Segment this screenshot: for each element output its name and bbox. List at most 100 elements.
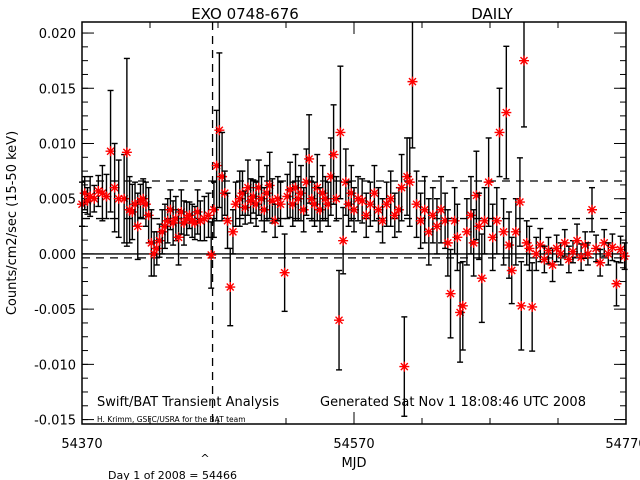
data-point [331,175,342,222]
data-point [494,87,505,178]
data-point [607,233,618,262]
data-point [253,159,264,216]
asterisk-marker [567,246,578,257]
data-point [199,195,210,242]
asterisk-marker [580,240,591,251]
asterisk-marker [279,267,290,278]
x-axis-label: MJD [341,456,366,471]
data-point [385,170,396,228]
data-point [468,209,479,277]
data-point [105,89,116,213]
data-point [267,178,278,224]
asterisk-marker [483,177,494,188]
data-point [101,173,112,220]
asterisk-marker [240,202,251,213]
data-point [449,186,460,255]
asterisk-marker [487,232,498,243]
asterisk-marker [334,315,345,326]
asterisk-marker [154,235,165,246]
asterisk-marker [389,210,400,221]
asterisk-marker [431,221,442,232]
data-point [168,200,179,246]
data-point [217,131,228,222]
asterisk-marker [93,185,104,196]
data-point [222,192,233,250]
asterisk-marker [415,215,426,226]
asterisk-marker [373,204,384,215]
asterisk-marker [476,273,487,284]
data-point [455,262,466,363]
data-point [599,228,610,257]
data-point [349,186,359,233]
asterisk-marker [101,191,112,202]
asterisk-marker [599,237,610,248]
data-point [230,181,241,228]
data-point [85,175,96,218]
data-point [192,189,203,235]
asterisk-marker [479,215,490,226]
data-point [130,181,141,228]
asterisk-marker [563,254,574,265]
data-point [179,200,189,246]
data-point [298,186,309,233]
asterisk-marker [335,127,346,138]
data-point [498,198,509,266]
data-point [442,209,453,277]
data-point [396,153,407,222]
data-point [256,175,267,222]
asterisk-marker [527,301,538,312]
asterisk-marker [165,204,176,215]
data-point [245,178,256,224]
data-point [151,231,162,266]
y-tick-label: 0.010 [39,137,76,152]
asterisk-marker [234,193,245,204]
data-point [615,235,626,264]
data-point [519,22,529,128]
asterisk-marker [468,237,479,248]
asterisk-marker [251,199,262,210]
asterisk-marker [365,199,376,210]
data-point [415,192,426,250]
data-point [452,203,463,272]
asterisk-marker [440,215,451,226]
data-point [535,227,546,263]
data-point [301,148,312,216]
data-point [225,247,236,327]
data-point [211,109,222,222]
asterisk-marker [591,243,602,254]
asterisk-marker [519,55,529,66]
asterisk-marker [393,204,404,215]
asterisk-marker [317,188,328,199]
asterisk-marker [423,226,434,237]
y-tick-label: 0.005 [39,193,76,208]
data-point [411,170,422,239]
asterisk-marker [85,191,96,202]
asterisk-marker [176,206,187,217]
asterisk-marker [248,191,259,202]
asterisk-marker [146,237,157,248]
asterisk-marker [287,199,298,210]
data-point [293,175,304,222]
asterisk-marker [346,188,357,199]
data-point [335,65,346,200]
asterisk-marker [555,248,566,259]
y-tick-label: 0.000 [39,248,76,263]
data-point [304,114,315,204]
author-credit: H. Krimm, GSFC/USRA for the BAT team [97,415,246,424]
asterisk-marker [192,206,203,217]
data-point [611,260,622,307]
data-point [402,137,413,216]
data-point [427,186,438,244]
data-point [203,192,214,239]
data-point [559,228,570,257]
data-point [109,142,120,233]
asterisk-marker [576,252,587,263]
asterisk-marker [404,177,415,188]
asterisk-marker [97,188,108,199]
asterisk-marker [361,210,372,221]
data-point [369,164,380,222]
asterisk-marker [411,199,422,210]
asterisk-marker [369,188,380,199]
asterisk-marker [547,259,558,270]
